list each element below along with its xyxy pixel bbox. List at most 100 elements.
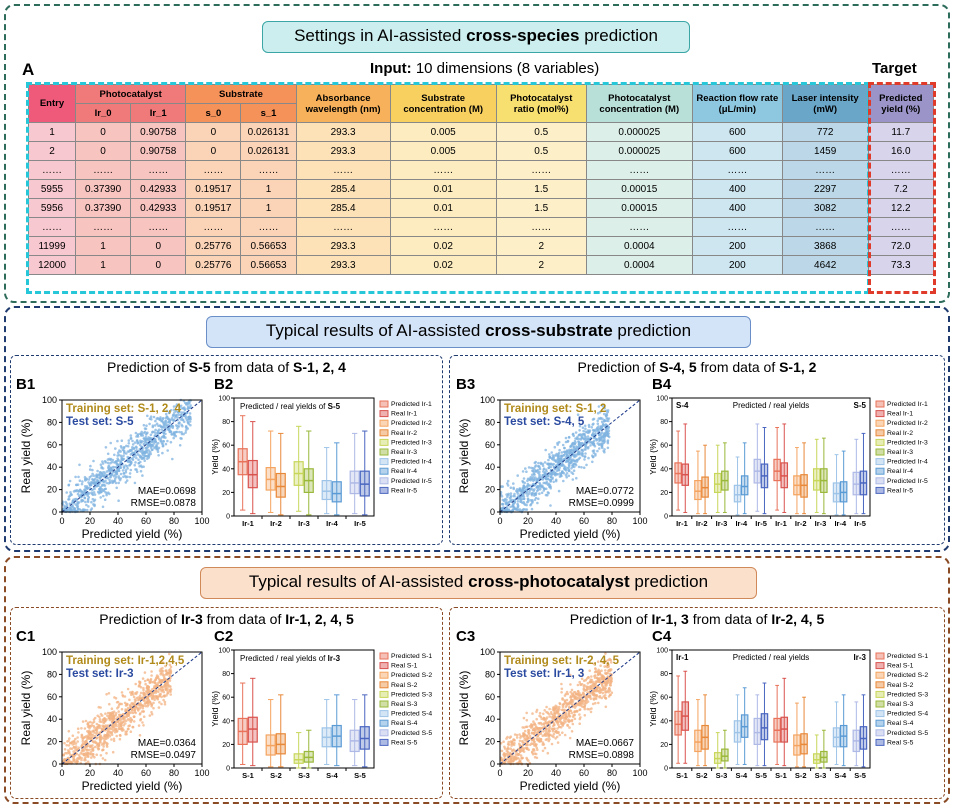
scatter-point [126, 687, 130, 691]
legend-swatch [379, 400, 389, 408]
scatter-point [568, 736, 572, 740]
scatter-point [559, 457, 563, 461]
scatter-point [115, 471, 118, 474]
table-cell: 0 [74, 122, 132, 142]
scatter-point [557, 489, 561, 493]
table-cell: 0.90758 [130, 141, 187, 161]
scatter-point [571, 722, 575, 726]
scatter-point [576, 689, 580, 693]
scatter-point [131, 690, 134, 694]
scatter-point [560, 460, 563, 463]
scatter-point [161, 661, 165, 665]
scatter-point [154, 445, 157, 449]
scatter-point [593, 670, 597, 674]
scatter-point [547, 735, 551, 739]
scatter-point [579, 696, 582, 700]
x-tick-label: 80 [169, 516, 179, 526]
scatter-point [84, 755, 87, 759]
scatter-point [119, 466, 123, 469]
scatter-point [576, 453, 580, 456]
rmse-label: RMSE=0.0898 [569, 750, 635, 761]
scatter-point [566, 466, 569, 470]
scatter-point [116, 463, 119, 466]
y-tick-label: 80 [222, 671, 230, 678]
scatter-point [163, 674, 166, 677]
scatter-point [523, 747, 526, 750]
scatter-point [561, 703, 565, 707]
scatter-point [164, 442, 168, 446]
scatter-point [606, 441, 610, 445]
scatter-point [591, 454, 594, 457]
scatter-point [87, 730, 91, 733]
scatter-point [114, 727, 118, 731]
scatter-point [582, 466, 586, 469]
table-cell: 2 [495, 236, 587, 256]
table-cell: 0 [185, 122, 242, 142]
scatter-point [547, 458, 550, 462]
scatter-point [526, 482, 530, 486]
scatter-point [569, 445, 572, 448]
scatter-point [167, 683, 170, 687]
legend-swatch [379, 486, 389, 494]
scatter-point [506, 505, 509, 509]
legend-swatch [875, 448, 885, 456]
scatter-point [113, 466, 116, 469]
scatter-point [114, 481, 118, 485]
scatter-point [503, 747, 507, 750]
scatter-point [610, 668, 613, 671]
scatter-point [506, 482, 509, 485]
scatter-point [95, 730, 99, 734]
scatter-point [109, 457, 113, 461]
scatter-point [91, 472, 94, 476]
scatter-point [595, 687, 598, 691]
scatter-point [179, 404, 183, 408]
scatter-point [99, 496, 102, 499]
scatter-point [83, 727, 87, 730]
table-cell: 0.37390 [74, 179, 132, 199]
scatter-point [571, 472, 575, 475]
legend-label: Real S-5 [887, 739, 914, 746]
table-cell: …… [130, 217, 187, 237]
table-cell: 0.0004 [585, 236, 693, 256]
scatter-point [586, 707, 589, 711]
scatter-point [86, 760, 90, 763]
scatter-point [78, 756, 82, 760]
scatter-point [157, 690, 160, 693]
scatter-point [570, 730, 574, 733]
panel-c-right: Prediction of Ir-1, 3 from data of Ir-2,… [449, 607, 945, 799]
scatter-point [560, 691, 563, 694]
scatter-point [146, 431, 149, 434]
scatter-point [149, 433, 153, 437]
scatter-point [561, 470, 564, 473]
legend-label: Predicted S-3 [887, 691, 928, 698]
scatter-point [586, 437, 590, 441]
scatter-point [72, 490, 76, 493]
table-row: 5955 0.37390 0.42933 0.19517 1 285.4 0.01 1.5 0.… [28, 179, 935, 199]
scatter-point [164, 669, 167, 673]
scatter-point [71, 506, 75, 509]
box [713, 472, 722, 493]
scatter-point [127, 724, 130, 728]
scatter-point [519, 759, 522, 762]
scatter-point [573, 717, 577, 721]
scatter-point [189, 404, 192, 407]
scatter-point [95, 736, 99, 739]
scatter-point [594, 667, 597, 671]
scatter-point [129, 720, 133, 724]
scatter-point [180, 423, 183, 427]
scatter-point [581, 702, 585, 706]
table-cell: 0 [130, 236, 187, 256]
scatter-point [97, 473, 100, 477]
scatter-point [606, 434, 610, 438]
scatter-point [153, 434, 157, 438]
scatter-point [150, 670, 153, 673]
scatter-point [163, 700, 167, 704]
scatter-point [561, 731, 564, 734]
scatter-point [111, 727, 114, 731]
scatter-point [83, 485, 87, 488]
x-tick-label: Ir-4 [834, 519, 847, 528]
table-cell: 1459 [781, 141, 869, 161]
scatter-point [147, 438, 151, 442]
scatter-point [149, 415, 153, 418]
scatter-point [133, 463, 136, 467]
